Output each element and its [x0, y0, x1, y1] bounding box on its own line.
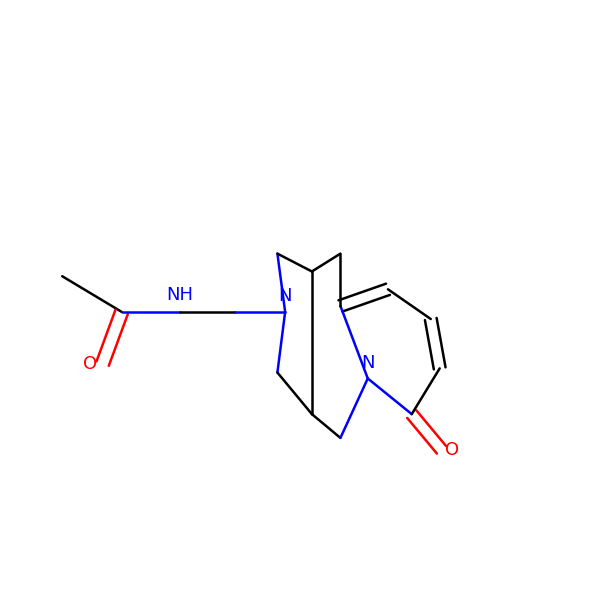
Text: NH: NH: [166, 286, 193, 304]
Text: O: O: [445, 441, 459, 459]
Text: N: N: [361, 354, 374, 372]
Text: O: O: [83, 355, 97, 373]
Text: N: N: [278, 287, 292, 305]
